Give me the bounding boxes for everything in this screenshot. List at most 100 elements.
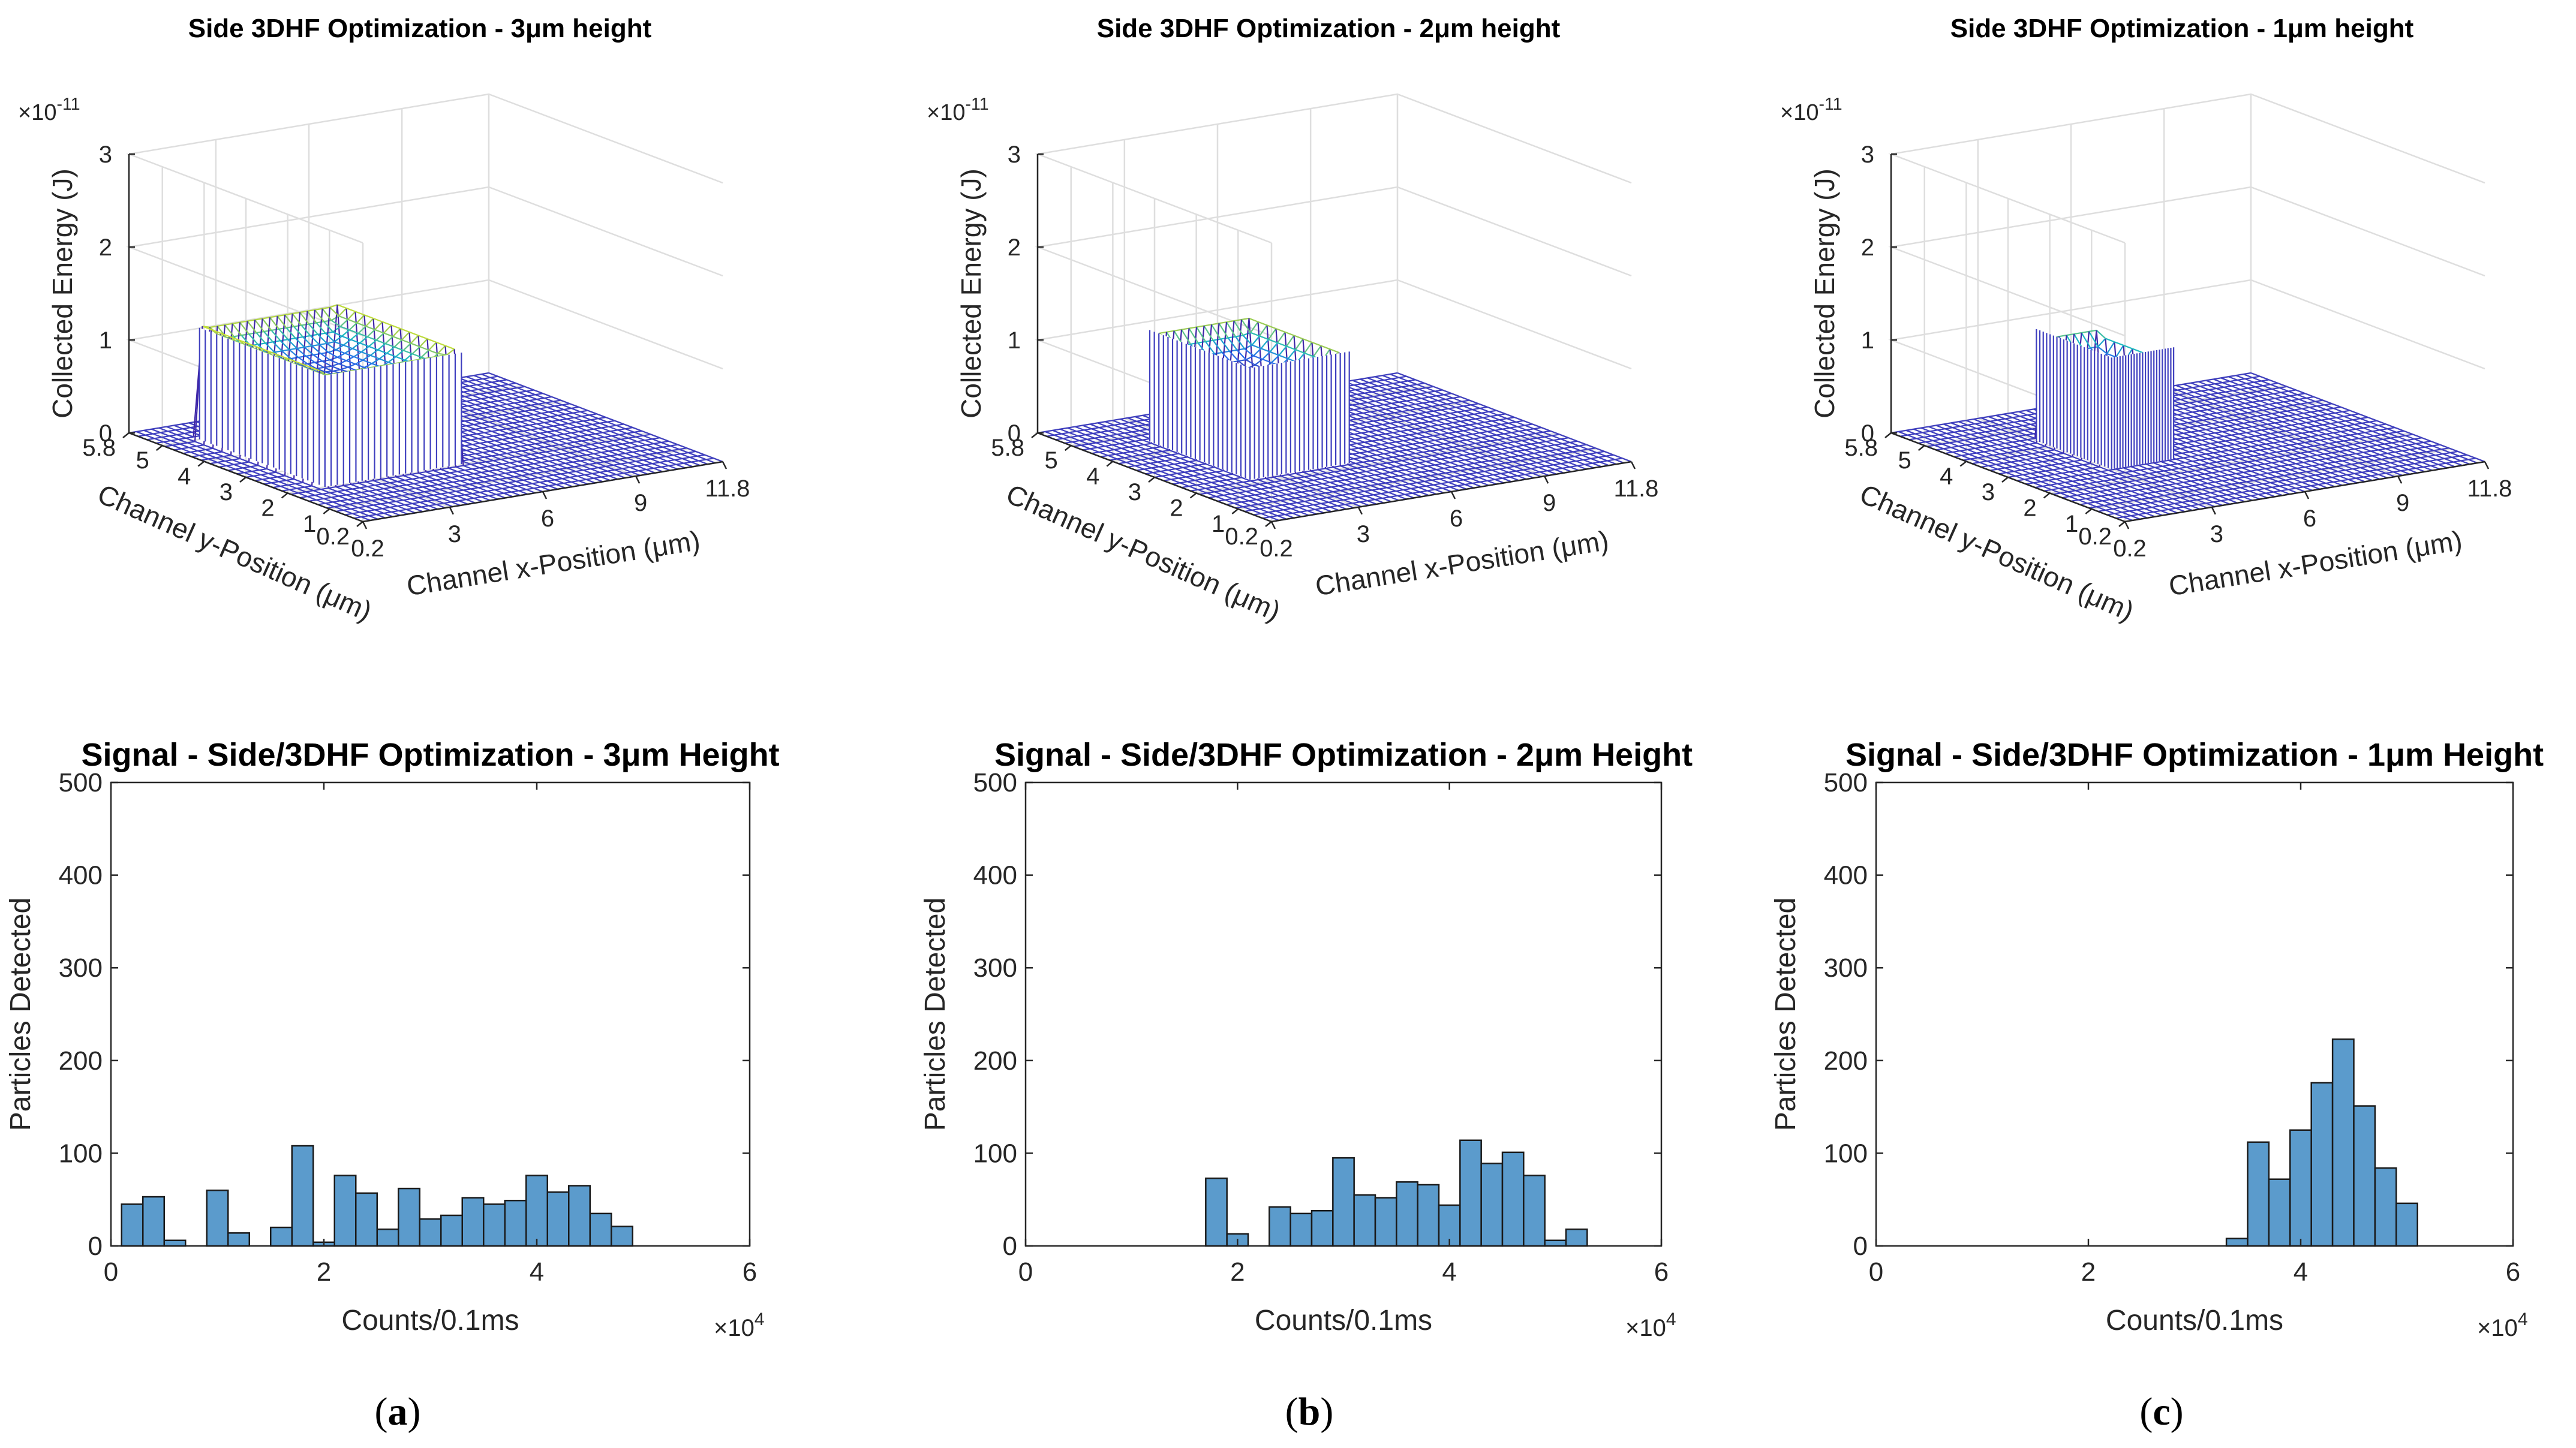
mesh-line — [475, 428, 485, 434]
mesh-line — [613, 464, 623, 469]
mesh-line — [541, 437, 551, 442]
mesh-line — [593, 477, 603, 483]
mesh-line — [638, 470, 648, 475]
mesh-line — [625, 428, 635, 433]
mesh-line — [578, 431, 588, 436]
mesh-line — [706, 459, 716, 464]
mesh-line — [583, 420, 593, 425]
mesh-line — [584, 474, 594, 479]
mesh-line — [563, 457, 573, 463]
mesh-line — [464, 396, 474, 401]
mesh-line — [339, 318, 348, 327]
mesh-line — [356, 314, 365, 324]
mesh-line — [544, 446, 554, 451]
mesh-line — [515, 407, 525, 412]
mesh-line — [505, 423, 515, 429]
mesh-line — [322, 359, 330, 362]
mesh-line — [506, 379, 516, 384]
mesh-line — [562, 429, 572, 434]
mesh-line — [484, 407, 494, 413]
mesh-line — [611, 460, 621, 465]
mesh-line — [658, 457, 668, 462]
mesh-line — [674, 459, 684, 464]
mesh-line — [617, 429, 627, 434]
mesh-line — [286, 326, 294, 329]
mesh-line — [548, 460, 558, 465]
mesh-line — [484, 383, 494, 388]
mesh-line — [511, 417, 521, 423]
mesh-line — [595, 457, 605, 463]
mesh-line — [529, 425, 539, 429]
mesh-line — [572, 461, 582, 466]
z-tick-label: 0 — [99, 420, 112, 447]
mesh-line — [521, 475, 531, 480]
mesh-line — [584, 425, 594, 430]
mesh-line — [551, 420, 561, 426]
mesh-line — [650, 458, 660, 463]
mesh-line — [296, 346, 305, 350]
mesh-line — [635, 460, 645, 466]
mesh-line — [476, 433, 486, 438]
mesh-line — [542, 466, 552, 471]
mesh-line — [662, 446, 672, 451]
mesh-line — [566, 418, 576, 423]
mesh-line — [323, 320, 332, 323]
mesh-line — [550, 416, 560, 421]
mesh-line — [625, 453, 635, 457]
mesh-line — [506, 453, 516, 457]
mesh-line — [307, 362, 315, 365]
mesh-line — [517, 411, 527, 417]
mesh-line — [695, 450, 705, 456]
mesh-line — [487, 392, 497, 397]
mesh-line — [580, 435, 590, 441]
mesh-line — [575, 446, 585, 451]
mesh-line — [377, 343, 386, 351]
mesh-line — [476, 408, 486, 414]
mesh-line — [272, 340, 281, 343]
mesh-line — [587, 459, 597, 464]
mesh-line — [596, 462, 606, 467]
mesh-line — [532, 458, 542, 463]
mesh-line — [491, 406, 501, 411]
mesh-line — [571, 432, 581, 437]
mesh-line — [374, 321, 383, 330]
mesh-line — [598, 466, 608, 472]
mesh-line — [704, 454, 714, 459]
mesh-line — [547, 456, 557, 461]
mesh-line — [589, 439, 599, 444]
mesh-line — [643, 459, 653, 465]
mesh-line — [635, 436, 645, 441]
mesh-line — [485, 412, 495, 417]
mesh-line — [607, 470, 617, 475]
mesh-line — [545, 402, 555, 407]
mesh-line — [503, 419, 513, 424]
mesh-line — [470, 414, 480, 420]
mesh-line — [509, 413, 519, 418]
mesh-line — [601, 451, 611, 457]
mesh-line — [363, 363, 372, 368]
mesh-line — [308, 322, 317, 325]
mesh-line — [256, 330, 264, 334]
mesh-line — [499, 454, 509, 459]
mesh-line — [526, 464, 536, 469]
mesh-line — [526, 439, 536, 445]
mesh-line — [560, 473, 570, 478]
mesh-line — [556, 435, 566, 439]
mesh-line — [529, 473, 539, 478]
mesh-line — [520, 421, 530, 426]
mesh-line — [463, 416, 473, 421]
mesh-line — [475, 453, 485, 458]
mesh-line — [523, 430, 533, 435]
mesh-line — [569, 477, 579, 481]
mesh-line — [556, 484, 566, 489]
mesh-line — [590, 419, 600, 424]
mesh-line — [521, 401, 531, 406]
mesh-line — [467, 429, 477, 435]
mesh-line — [533, 414, 543, 419]
mesh-line — [295, 336, 303, 339]
mesh-line — [494, 439, 504, 445]
mesh-line — [482, 451, 492, 457]
mesh-line — [545, 451, 555, 456]
mesh-line — [697, 455, 707, 460]
mesh-line — [557, 463, 567, 469]
